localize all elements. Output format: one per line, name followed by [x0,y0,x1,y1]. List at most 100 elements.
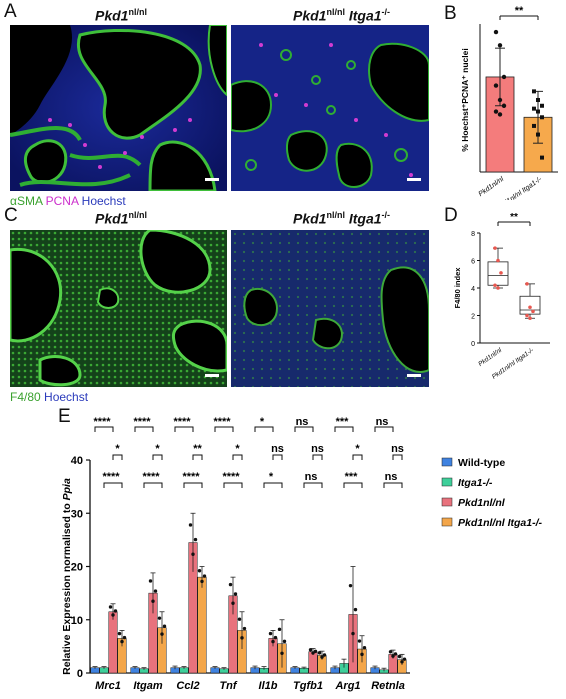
data-point [397,654,402,659]
significance-label: ns [385,471,398,483]
significance-bracket [254,426,274,432]
significance-label: * [269,471,274,483]
micrograph-c-left [10,230,227,387]
y-tick-label: 0 [77,668,83,680]
data-point [111,613,115,617]
x-tick-label: Tnf [219,680,237,692]
significance-bracket [392,454,403,460]
significance-label: **** [182,471,200,483]
y-tick-label: 2 [471,314,475,321]
legend-label: Wild-type [458,457,505,469]
micrograph-c-right [231,230,429,387]
significance-bracket [112,454,123,460]
micrograph-a-left [10,25,227,191]
legend-swatch [441,477,453,487]
significance-bracket [383,482,403,488]
significance-label: **** [102,471,120,483]
significance-bracket [312,454,323,460]
data-point [191,552,195,556]
data-point [536,109,540,114]
significance-label: * [115,443,120,455]
data-point [501,103,507,108]
significance-label: ** [193,443,202,455]
significance-label: ns [271,443,284,455]
significance-bracket [334,426,354,432]
legend-label: Pkd1nl/nl [458,497,506,509]
data-point [320,655,324,659]
data-point [402,657,407,661]
significance-bracket [143,482,163,488]
significance-label: ns [391,443,404,455]
data-point [532,89,536,94]
data-point [528,316,532,321]
significance-label: ** [515,5,524,17]
data-point [360,652,364,657]
data-point [197,569,202,573]
data-point [493,283,497,288]
significance-bracket [303,482,323,488]
data-point [391,654,395,658]
data-point [308,648,313,652]
data-point [493,83,499,88]
data-point [499,271,503,275]
x-tick-label: Arg1 [334,680,360,692]
data-point [271,639,275,644]
data-point [237,617,242,621]
data-point [117,631,122,636]
y-tick-label: 4 [471,286,475,293]
data-point [280,651,284,655]
significance-bracket [192,454,203,460]
panel-label-e: E [58,406,71,427]
data-point [277,627,282,632]
chart-b: % Hoechst⁺PCNA⁺ nucleiPkd1nl/nlPkd1nl/nl… [460,5,558,200]
data-point [540,115,544,120]
x-tick-label: Ccl2 [176,680,199,692]
significance-label: **** [133,416,151,428]
chart-e: 0 10 20 30 40 Relative Expression normalised … [61,416,543,692]
x-tick-label: Pkd1nl/nl [477,347,503,368]
data-point [536,98,540,102]
significance-label: * [235,443,240,455]
y-tick-label: 10 [71,615,83,627]
data-point [400,660,404,664]
micrograph-a-right [231,25,429,191]
micrograph-c-left-image [10,230,227,387]
significance-bracket [103,482,123,488]
micrograph-a-right-title: Pkd1nl/nl Itga1-/- [293,7,391,24]
significance-bracket [214,426,234,432]
significance-label: **** [142,471,160,483]
bar [197,576,207,674]
stain-label-2: Hoechst [44,390,89,404]
significance-label: ns [311,443,324,455]
data-point [228,582,233,587]
data-point [362,646,367,650]
data-point [322,653,327,657]
data-point [148,579,153,583]
data-point [501,74,507,80]
data-point [273,635,278,640]
x-tick-label: Mrc1 [95,680,121,692]
stain-label-3: Hoechst [81,194,126,208]
significance-bracket [374,426,394,432]
data-point [282,639,287,644]
data-point [497,43,503,48]
y-tick-label: 6 [471,259,475,266]
stain-legend-a: αSMA PCNA Hoechst [10,194,126,208]
significance-bracket [294,426,314,432]
x-tick-label: Tgfb1 [293,680,323,692]
data-point [311,651,315,655]
legend-swatch [441,497,453,507]
data-point [357,639,362,643]
stain-label-2: PCNA [45,194,79,208]
box [519,295,541,315]
data-point [393,652,398,656]
data-point [113,609,118,613]
bar [108,611,118,674]
data-point [231,601,235,605]
panel-label-d: D [444,205,458,226]
legend-swatch [441,457,453,467]
data-point [532,106,536,111]
x-tick-label: Pkd1nl/nl [478,176,506,199]
y-axis-label: Relative Expression normalised to Ppia [61,478,73,675]
significance-bracket [263,482,283,488]
